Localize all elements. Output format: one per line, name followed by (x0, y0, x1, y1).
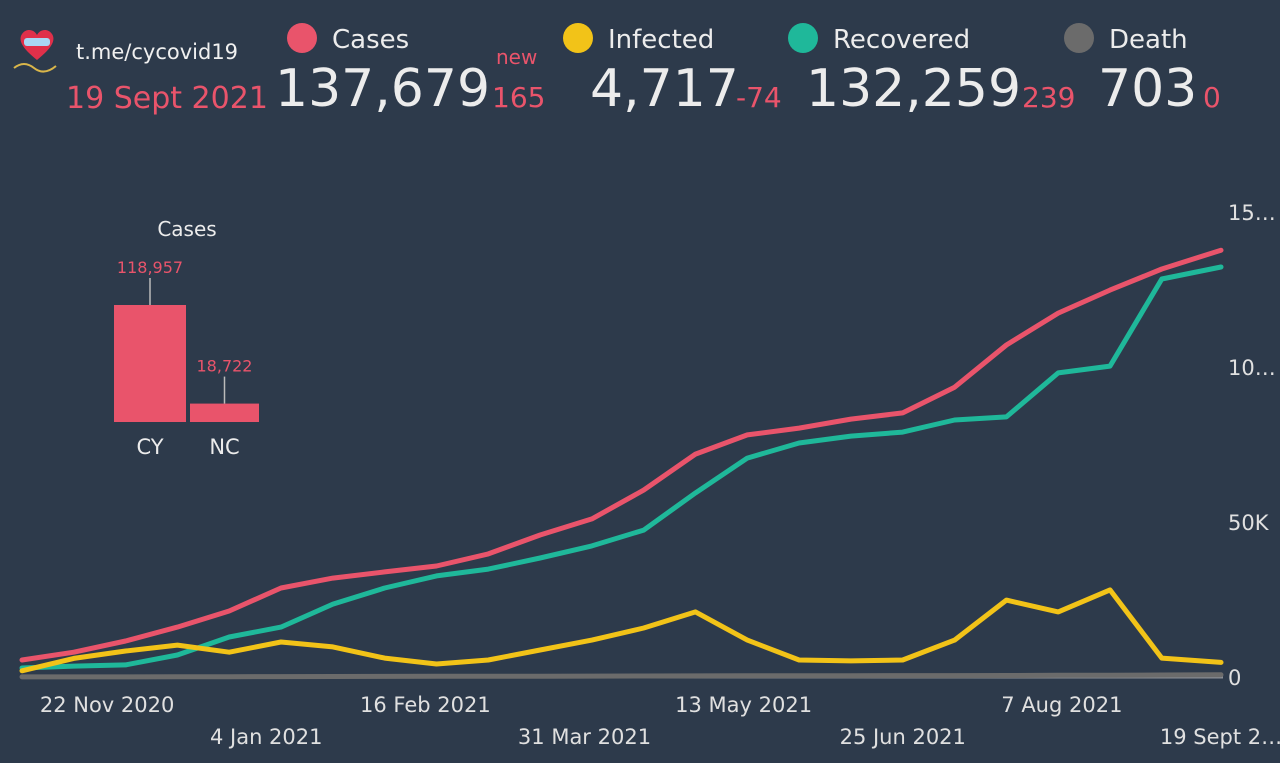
series-line (19, 587, 1224, 674)
y-tick-label: 15… (1228, 201, 1276, 225)
date: 19 Sept 2021 (66, 81, 268, 116)
x-tick-label: 4 Jan 2021 (210, 725, 323, 749)
stat-total: 4,717 (590, 59, 739, 119)
legend-label: Cases (332, 25, 409, 55)
value-label: 118,957 (117, 258, 183, 277)
x-tick-label: 13 May 2021 (675, 693, 812, 717)
logo-band (24, 38, 50, 46)
stat-total: 137,679 (275, 59, 490, 119)
stat-total: 132,259 (806, 59, 1021, 119)
legend-dot (788, 23, 818, 53)
x-tick-label: 19 Sept 2… (1160, 725, 1280, 749)
channel: t.me/cycovid19 (76, 40, 238, 64)
value-label: 18,722 (197, 357, 253, 376)
x-tick-label: 31 Mar 2021 (518, 725, 651, 749)
stat-change: -74 (736, 81, 782, 114)
new-label: new (496, 45, 537, 69)
bar (190, 403, 259, 422)
stat-change: 165 (492, 81, 545, 114)
y-tick-label: 0 (1228, 666, 1241, 690)
series-line (19, 247, 1224, 663)
logo-script (13, 63, 57, 73)
y-tick-label: 50K (1228, 511, 1270, 535)
bar (114, 305, 186, 422)
logo (13, 29, 57, 73)
category-label: CY (136, 435, 163, 459)
x-tick-label: 7 Aug 2021 (1001, 693, 1122, 717)
stat-change: 0 (1203, 81, 1221, 114)
legend-label: Death (1109, 25, 1188, 55)
legend-label: Infected (608, 25, 714, 55)
series-line (19, 672, 1224, 680)
stat-change: 239 (1022, 81, 1075, 114)
bar-chart-title: Cases (157, 217, 216, 241)
legend-dot (287, 23, 317, 53)
legend-dot (563, 23, 593, 53)
stat-total: 703 (1098, 59, 1197, 119)
legend-dot (1064, 23, 1094, 53)
x-tick-label: 16 Feb 2021 (360, 693, 491, 717)
series-line (19, 264, 1224, 671)
y-tick-label: 10… (1228, 356, 1276, 380)
x-tick-label: 22 Nov 2020 (40, 693, 175, 717)
legend-label: Recovered (833, 25, 970, 55)
x-tick-label: 25 Jun 2021 (840, 725, 966, 749)
category-label: NC (209, 435, 239, 459)
